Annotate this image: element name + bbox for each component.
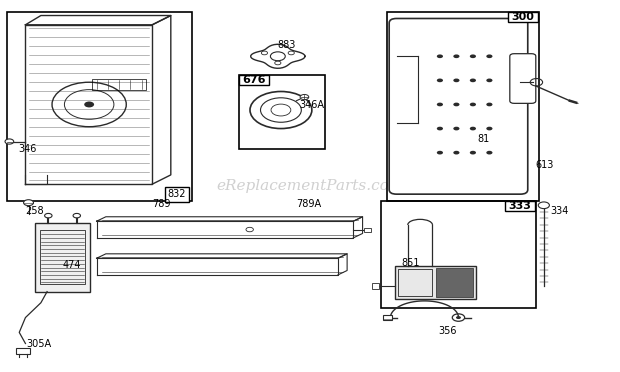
Circle shape	[486, 127, 492, 131]
Circle shape	[437, 54, 443, 58]
FancyBboxPatch shape	[389, 19, 528, 194]
Bar	[399, 269, 433, 296]
Bar	[239, 75, 268, 85]
Bar	[35, 223, 91, 292]
Circle shape	[453, 78, 459, 82]
Circle shape	[470, 54, 476, 58]
Circle shape	[5, 139, 14, 144]
Text: eReplacementParts.com: eReplacementParts.com	[216, 179, 404, 193]
Circle shape	[470, 78, 476, 82]
Bar	[505, 201, 534, 211]
Text: 333: 333	[508, 201, 531, 211]
Bar	[388, 12, 539, 201]
Circle shape	[246, 227, 254, 232]
Text: 851: 851	[402, 258, 420, 268]
Text: 883: 883	[278, 40, 296, 50]
Text: 832: 832	[168, 189, 186, 199]
Bar	[92, 78, 146, 90]
Circle shape	[456, 316, 461, 319]
Text: 258: 258	[25, 206, 44, 216]
Circle shape	[486, 151, 492, 154]
Text: 81: 81	[477, 134, 489, 144]
Text: 789A: 789A	[296, 199, 322, 209]
Circle shape	[453, 151, 459, 154]
Circle shape	[84, 102, 94, 108]
Circle shape	[453, 103, 459, 106]
Bar	[381, 201, 536, 308]
Text: 356: 356	[439, 326, 457, 336]
Circle shape	[486, 54, 492, 58]
Circle shape	[486, 103, 492, 106]
Circle shape	[300, 94, 309, 100]
Text: 613: 613	[536, 160, 554, 170]
Text: 789: 789	[153, 199, 171, 209]
Bar	[365, 228, 371, 232]
Bar	[396, 266, 476, 299]
Circle shape	[453, 54, 459, 58]
Bar	[16, 347, 30, 354]
Circle shape	[437, 103, 443, 106]
Text: 346A: 346A	[299, 100, 324, 110]
Bar	[40, 231, 86, 284]
Bar	[239, 75, 326, 149]
Text: 305A: 305A	[27, 339, 52, 349]
Polygon shape	[397, 56, 419, 123]
Bar	[508, 12, 538, 22]
Circle shape	[45, 214, 52, 218]
Circle shape	[470, 103, 476, 106]
Circle shape	[453, 127, 459, 131]
Circle shape	[437, 78, 443, 82]
Bar	[436, 267, 472, 297]
Bar	[7, 12, 192, 201]
Text: 676: 676	[242, 75, 265, 85]
Circle shape	[538, 202, 549, 209]
Circle shape	[486, 78, 492, 82]
Circle shape	[73, 214, 81, 218]
Text: 474: 474	[63, 260, 81, 270]
Text: 334: 334	[550, 206, 569, 216]
Circle shape	[470, 151, 476, 154]
Text: 300: 300	[512, 12, 534, 22]
Bar	[383, 315, 392, 320]
Circle shape	[437, 127, 443, 131]
Text: 346: 346	[18, 144, 37, 154]
Bar	[372, 283, 379, 289]
Circle shape	[437, 151, 443, 154]
FancyBboxPatch shape	[510, 54, 536, 103]
Circle shape	[24, 200, 33, 206]
Circle shape	[470, 127, 476, 131]
